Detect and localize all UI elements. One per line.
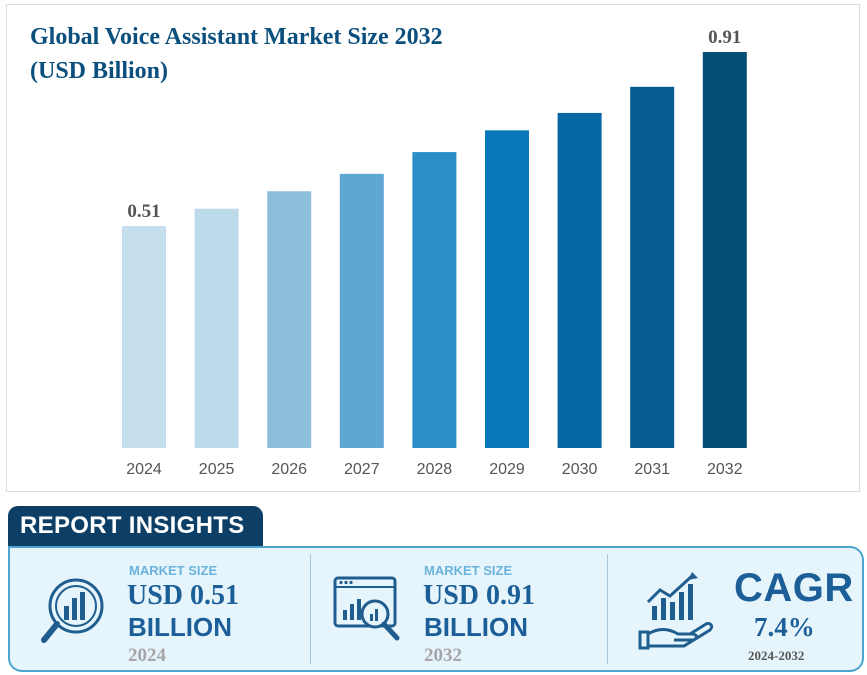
cagr-card: CAGR 7.4% 2024-2032 bbox=[608, 548, 862, 670]
x-tick-label: 2032 bbox=[707, 461, 743, 478]
report-insights-header: REPORT INSIGHTS bbox=[8, 506, 263, 546]
bar-2024 bbox=[122, 226, 166, 448]
hand-growth-chart-icon bbox=[638, 572, 714, 650]
market-size-unit: BILLION bbox=[128, 612, 232, 642]
x-tick-label: 2024 bbox=[126, 461, 162, 478]
card-divider bbox=[310, 554, 311, 664]
x-tick-label: 2028 bbox=[417, 461, 453, 478]
bar-chart: 2024 0.51 2025 2026 2027 2028 2029 2030 2031 2032… bbox=[122, 27, 747, 478]
cagr-range: 2024-2032 bbox=[748, 648, 805, 663]
market-size-label: MARKET SIZE bbox=[424, 563, 513, 578]
market-size-label: MARKET SIZE bbox=[129, 563, 218, 578]
x-tick-label: 2027 bbox=[344, 461, 380, 478]
market-size-2024-card: MARKET SIZE USD 0.51 BILLION 2024 bbox=[10, 548, 310, 670]
x-tick-label: 2030 bbox=[562, 461, 598, 478]
dashboard-search-icon bbox=[333, 576, 400, 641]
market-size-2032-card: MARKET SIZE USD 0.91 BILLION 2032 bbox=[311, 548, 607, 670]
cagr-value: 7.4% bbox=[754, 612, 815, 642]
bar-2026 bbox=[267, 191, 312, 448]
bar-2030 bbox=[557, 112, 602, 448]
market-size-value: USD 0.91 bbox=[423, 580, 536, 611]
bar-2028 bbox=[412, 152, 457, 449]
card-divider bbox=[607, 554, 608, 664]
bar-2032 bbox=[702, 52, 747, 448]
bar-2029 bbox=[485, 130, 529, 449]
bar-2031 bbox=[630, 86, 675, 449]
market-size-value: USD 0.51 bbox=[127, 580, 240, 611]
x-tick-label: 2025 bbox=[199, 461, 235, 478]
bar-2025 bbox=[194, 208, 239, 448]
x-tick-label: 2026 bbox=[271, 461, 307, 478]
x-tick-label: 2029 bbox=[489, 461, 525, 478]
report-insights-panel: MARKET SIZE USD 0.51 BILLION 2024 MARKET… bbox=[8, 546, 864, 672]
magnifier-chart-icon bbox=[41, 578, 104, 643]
bar-2027 bbox=[339, 173, 384, 448]
market-size-year: 2024 bbox=[128, 645, 166, 666]
market-size-unit: BILLION bbox=[424, 612, 528, 642]
data-label-2032: 0.91 bbox=[708, 27, 741, 48]
chart-title: Global Voice Assistant Market Size 2032 … bbox=[30, 24, 443, 84]
market-size-year: 2032 bbox=[424, 645, 462, 666]
x-tick-label: 2031 bbox=[634, 461, 670, 478]
cagr-title: CAGR bbox=[734, 566, 854, 610]
data-label-2024: 0.51 bbox=[127, 201, 160, 222]
